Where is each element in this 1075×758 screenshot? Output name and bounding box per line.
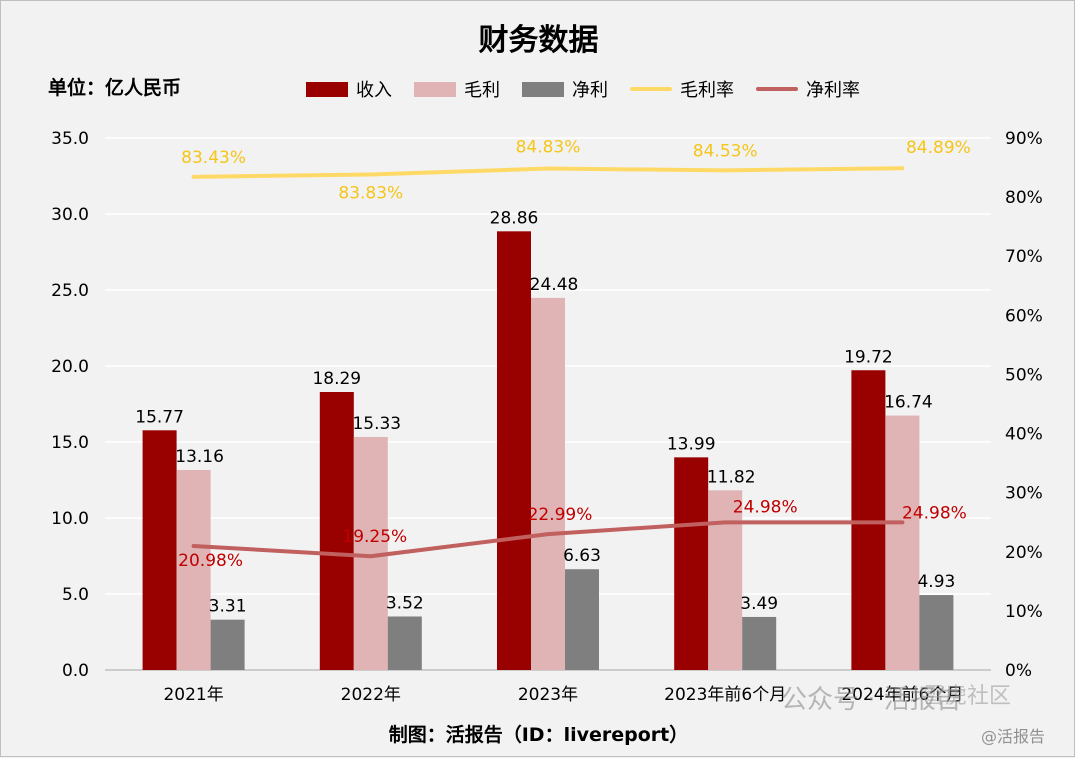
bar-revenue	[143, 430, 177, 670]
bar-gross-profit	[531, 298, 565, 670]
net-margin-data-label: 19.25%	[342, 527, 407, 547]
bar-net-profit	[388, 616, 422, 670]
bar-data-label: 18.29	[312, 369, 361, 389]
bar-data-label: 13.16	[175, 447, 224, 467]
gross-margin-data-label: 83.83%	[338, 183, 403, 203]
y-right-tick-label: 0%	[1005, 661, 1032, 681]
bar-net-profit	[565, 569, 599, 670]
gross-margin-data-label: 84.83%	[516, 138, 581, 158]
bar-data-label: 11.82	[707, 467, 756, 487]
y-right-tick-label: 80%	[1005, 188, 1043, 208]
bar-data-label: 6.63	[563, 546, 601, 566]
y-left-tick-label: 25.0	[51, 281, 89, 301]
y-right-tick-label: 70%	[1005, 247, 1043, 267]
bar-data-label: 13.99	[667, 434, 716, 454]
bar-net-profit	[919, 595, 953, 670]
bar-data-label: 15.33	[352, 414, 401, 434]
x-tick-label: 2023年	[518, 685, 578, 705]
y-left-tick-label: 20.0	[51, 357, 89, 377]
bar-data-label: 15.77	[135, 407, 184, 427]
x-tick-label: 2023年前6个月	[664, 685, 786, 705]
net-margin-data-label: 24.98%	[733, 497, 798, 517]
watermark-sub: @活报告	[981, 723, 1045, 747]
line-gross-margin	[194, 168, 903, 177]
y-left-tick-label: 10.0	[51, 509, 89, 529]
bar-revenue	[851, 370, 885, 670]
bar-data-label: 3.49	[740, 594, 778, 614]
gross-margin-data-label: 83.43%	[181, 148, 246, 168]
y-right-tick-label: 10%	[1005, 602, 1043, 622]
gross-margin-data-label: 84.53%	[693, 141, 758, 161]
bar-data-label: 19.72	[844, 347, 893, 367]
bar-data-label: 3.52	[386, 593, 424, 613]
y-left-tick-label: 0.0	[62, 661, 89, 681]
bar-data-label: 28.86	[490, 208, 539, 228]
bar-data-label: 4.93	[917, 572, 955, 592]
net-margin-data-label: 20.98%	[178, 551, 243, 571]
x-tick-label: 2022年	[341, 685, 401, 705]
watermark-main: 公众号 · 活报告	[781, 679, 962, 716]
y-right-tick-label: 60%	[1005, 306, 1043, 326]
bar-revenue	[674, 457, 708, 670]
bar-gross-profit	[885, 416, 919, 670]
gross-margin-data-label: 84.89%	[906, 138, 971, 158]
y-left-tick-label: 5.0	[62, 585, 89, 605]
bar-net-profit	[211, 620, 245, 670]
y-right-tick-label: 50%	[1005, 365, 1043, 385]
bar-net-profit	[742, 617, 776, 670]
y-right-tick-label: 20%	[1005, 543, 1043, 563]
y-left-tick-label: 15.0	[51, 433, 89, 453]
bar-data-label: 3.31	[209, 597, 247, 617]
y-right-tick-label: 90%	[1005, 129, 1043, 149]
net-margin-data-label: 24.98%	[902, 503, 967, 523]
x-tick-label: 2021年	[163, 685, 223, 705]
y-right-tick-label: 30%	[1005, 484, 1043, 504]
y-right-tick-label: 40%	[1005, 425, 1043, 445]
net-margin-data-label: 22.99%	[528, 505, 593, 525]
bar-data-label: 16.74	[884, 393, 933, 413]
bar-revenue	[497, 231, 531, 670]
y-left-tick-label: 35.0	[51, 129, 89, 149]
footer-credit: 制图：活报告（ID：livereport）	[1, 720, 1075, 747]
bar-data-label: 24.48	[530, 275, 579, 295]
y-left-tick-label: 30.0	[51, 205, 89, 225]
